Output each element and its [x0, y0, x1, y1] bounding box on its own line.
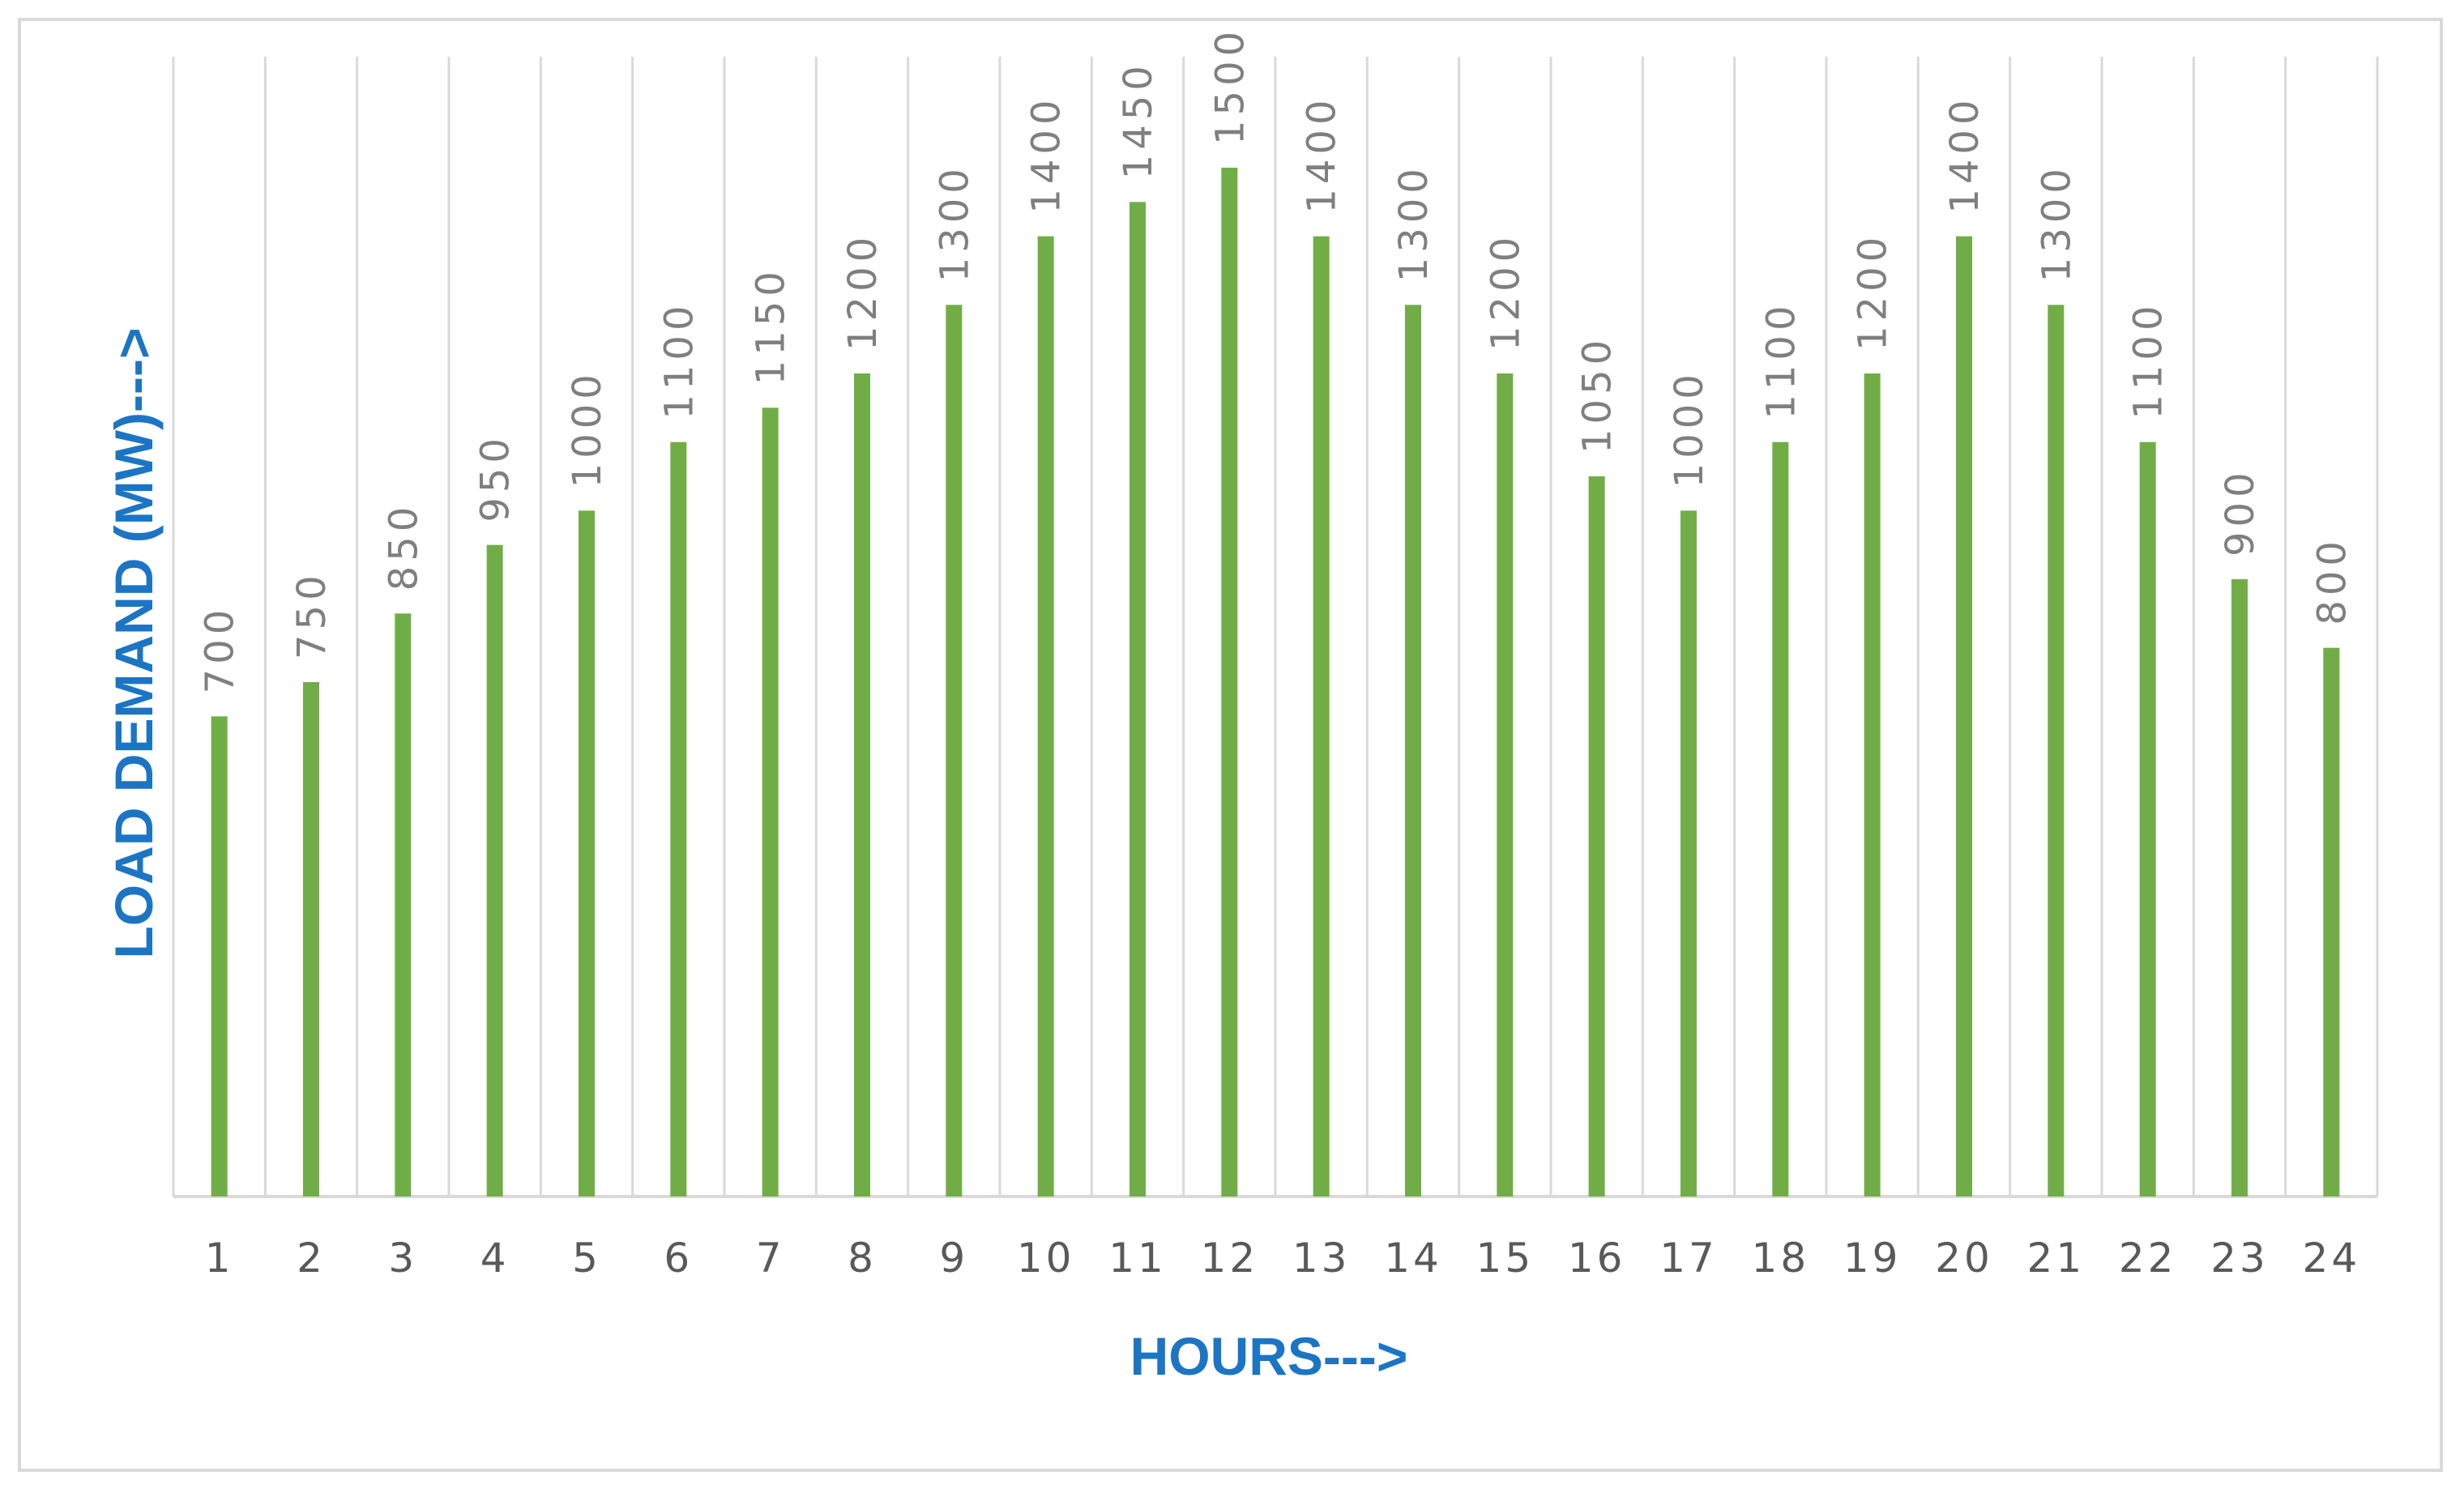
data-label: 1400 [1942, 96, 1988, 214]
data-label: 1150 [749, 267, 794, 385]
bar-hour-19 [1864, 373, 1881, 1197]
data-label: 1100 [1758, 301, 1804, 420]
data-label: 700 [198, 605, 243, 694]
bar-hour-4 [486, 544, 503, 1197]
x-axis-title: HOURS---> [1130, 1326, 1408, 1386]
data-label: 1500 [1207, 27, 1253, 145]
bar-hour-23 [2231, 579, 2248, 1197]
x-tick-layer: 1 2 3 4 5 6 7 8 9 10 11 12 13 14 15 16 17 18 19 20 21 22 23 24 [205, 1235, 2361, 1282]
data-label: 800 [2309, 536, 2355, 625]
bar-hour-2 [303, 682, 319, 1197]
x-tick-label: 14 [1384, 1235, 1442, 1282]
bar-hour-9 [946, 305, 963, 1197]
x-tick-label: 6 [664, 1235, 693, 1282]
x-tick-label: 18 [1752, 1235, 1810, 1282]
x-tick-label: 15 [1476, 1235, 1535, 1282]
x-tick-label: 7 [756, 1235, 785, 1282]
x-tick-label: 23 [2210, 1235, 2269, 1282]
data-label-layer: 700 750 850 950 1000 1100 1150 1200 1300 1400 1450… [198, 27, 2355, 693]
x-tick-label: 3 [388, 1235, 417, 1282]
bar-hour-11 [1130, 202, 1146, 1197]
bar-hour-14 [1405, 305, 1421, 1197]
bar-hour-8 [854, 373, 870, 1197]
x-tick-label: 5 [572, 1235, 601, 1282]
data-label: 1300 [1391, 164, 1437, 282]
data-label: 950 [473, 433, 519, 523]
bar-hour-24 [2323, 647, 2340, 1197]
data-label: 850 [381, 502, 426, 591]
bar-hour-3 [395, 613, 412, 1197]
x-tick-label: 2 [297, 1235, 326, 1282]
data-label: 1100 [656, 301, 702, 420]
bar-hour-16 [1588, 476, 1605, 1197]
x-tick-label: 24 [2303, 1235, 2361, 1282]
data-label: 900 [2218, 467, 2263, 557]
bar-hour-17 [1680, 510, 1697, 1197]
bar-hour-1 [211, 716, 228, 1197]
data-label: 750 [289, 570, 335, 659]
x-tick-label: 8 [848, 1235, 877, 1282]
bar-layer [211, 168, 2340, 1197]
y-axis-title: LOAD DEMAND (MW)---> [104, 327, 164, 958]
x-tick-label: 12 [1201, 1235, 1259, 1282]
x-tick-label: 16 [1568, 1235, 1626, 1282]
data-label: 1400 [1024, 96, 1070, 214]
bar-hour-6 [670, 442, 687, 1197]
x-tick-label: 10 [1017, 1235, 1075, 1282]
x-tick-label: 21 [2027, 1235, 2086, 1282]
bar-hour-18 [1772, 442, 1789, 1197]
bar-hour-5 [579, 510, 595, 1197]
x-tick-label: 1 [205, 1235, 234, 1282]
data-label: 1100 [2126, 301, 2171, 420]
data-label: 1200 [840, 232, 886, 351]
data-label: 1000 [565, 369, 610, 488]
x-tick-label: 19 [1843, 1235, 1902, 1282]
data-label: 1050 [1575, 335, 1621, 454]
data-label: 1200 [1851, 232, 1896, 351]
x-tick-label: 11 [1108, 1235, 1167, 1282]
data-label: 1000 [1667, 369, 1712, 488]
data-label: 1450 [1116, 61, 1161, 179]
data-label: 1300 [2034, 164, 2079, 282]
x-tick-label: 9 [939, 1235, 968, 1282]
x-tick-label: 4 [480, 1235, 510, 1282]
x-tick-label: 17 [1659, 1235, 1718, 1282]
bar-hour-7 [762, 407, 779, 1197]
x-tick-label: 22 [2119, 1235, 2177, 1282]
data-label: 1200 [1483, 232, 1528, 351]
data-label: 1300 [932, 164, 977, 282]
x-tick-label: 20 [1935, 1235, 1993, 1282]
grid-layer [172, 57, 2379, 1198]
bar-hour-22 [2139, 442, 2156, 1197]
bar-hour-21 [2048, 305, 2065, 1197]
bar-hour-10 [1037, 236, 1054, 1197]
data-label: 1400 [1300, 96, 1345, 214]
x-tick-label: 13 [1292, 1235, 1351, 1282]
bar-hour-13 [1313, 236, 1330, 1197]
bar-hour-20 [1956, 236, 1972, 1197]
bar-hour-15 [1497, 373, 1514, 1197]
bar-hour-12 [1221, 168, 1238, 1197]
